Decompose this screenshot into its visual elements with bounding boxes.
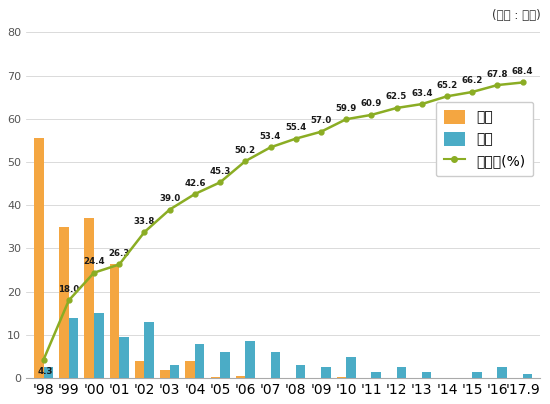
Text: 53.4: 53.4 bbox=[260, 132, 281, 141]
Bar bbox=[69, 318, 79, 378]
Bar bbox=[497, 367, 507, 378]
회수율(%) bbox=[343, 117, 349, 122]
Bar bbox=[397, 367, 406, 378]
Text: 18.0: 18.0 bbox=[58, 285, 79, 294]
Bar bbox=[211, 377, 220, 378]
Bar bbox=[220, 352, 230, 378]
Bar bbox=[296, 365, 305, 378]
Bar bbox=[34, 138, 43, 378]
Text: 55.4: 55.4 bbox=[285, 123, 306, 132]
Bar bbox=[346, 357, 356, 378]
회수율(%) bbox=[393, 105, 400, 110]
회수율(%) bbox=[444, 94, 450, 99]
Bar bbox=[321, 367, 331, 378]
회수율(%) bbox=[116, 262, 123, 267]
Text: 68.4: 68.4 bbox=[512, 67, 534, 76]
Line: 회수율(%): 회수율(%) bbox=[41, 80, 525, 362]
회수율(%) bbox=[318, 129, 324, 134]
Bar bbox=[472, 372, 482, 378]
Legend: 지원, 회수, 회수율(%): 지원, 회수, 회수율(%) bbox=[436, 101, 534, 177]
Bar bbox=[337, 377, 346, 378]
회수율(%) bbox=[141, 229, 148, 234]
회수율(%) bbox=[267, 145, 274, 150]
회수율(%) bbox=[91, 270, 97, 275]
Bar bbox=[119, 337, 129, 378]
회수율(%) bbox=[65, 298, 72, 303]
Text: 59.9: 59.9 bbox=[336, 104, 357, 113]
Text: 62.5: 62.5 bbox=[386, 93, 407, 101]
Text: 60.9: 60.9 bbox=[361, 99, 382, 108]
Bar bbox=[145, 322, 154, 378]
회수율(%) bbox=[293, 136, 299, 141]
Text: 63.4: 63.4 bbox=[411, 88, 432, 98]
회수율(%) bbox=[368, 112, 375, 117]
Bar bbox=[94, 314, 103, 378]
Text: 50.2: 50.2 bbox=[235, 146, 256, 155]
Text: 33.8: 33.8 bbox=[134, 217, 155, 225]
Bar bbox=[422, 372, 431, 378]
Text: 24.4: 24.4 bbox=[83, 257, 105, 266]
Bar bbox=[109, 265, 119, 378]
Text: 45.3: 45.3 bbox=[210, 167, 231, 176]
Text: (단위 : 조원): (단위 : 조원) bbox=[492, 9, 540, 22]
Text: 57.0: 57.0 bbox=[310, 116, 332, 125]
Text: 26.3: 26.3 bbox=[108, 249, 130, 258]
Bar bbox=[371, 372, 381, 378]
Bar bbox=[522, 374, 532, 378]
Text: 65.2: 65.2 bbox=[436, 81, 458, 90]
Bar bbox=[236, 376, 245, 378]
회수율(%) bbox=[419, 102, 425, 107]
회수율(%) bbox=[494, 83, 501, 88]
회수율(%) bbox=[166, 207, 173, 212]
Bar bbox=[135, 361, 145, 378]
Bar bbox=[195, 344, 205, 378]
Text: 42.6: 42.6 bbox=[184, 179, 206, 187]
회수율(%) bbox=[217, 180, 223, 185]
Bar bbox=[59, 227, 69, 378]
Text: 67.8: 67.8 bbox=[487, 69, 508, 79]
Bar bbox=[271, 352, 280, 378]
Bar bbox=[160, 370, 169, 378]
Bar bbox=[85, 218, 94, 378]
Bar bbox=[43, 367, 53, 378]
Text: 39.0: 39.0 bbox=[159, 194, 180, 203]
Text: 66.2: 66.2 bbox=[461, 76, 483, 86]
Bar bbox=[169, 365, 179, 378]
회수율(%) bbox=[191, 191, 198, 196]
Bar bbox=[185, 361, 195, 378]
Text: 4.3: 4.3 bbox=[37, 367, 53, 376]
회수율(%) bbox=[519, 80, 526, 85]
Bar bbox=[245, 341, 255, 378]
회수율(%) bbox=[469, 90, 476, 95]
회수율(%) bbox=[242, 159, 249, 164]
회수율(%) bbox=[40, 357, 47, 362]
